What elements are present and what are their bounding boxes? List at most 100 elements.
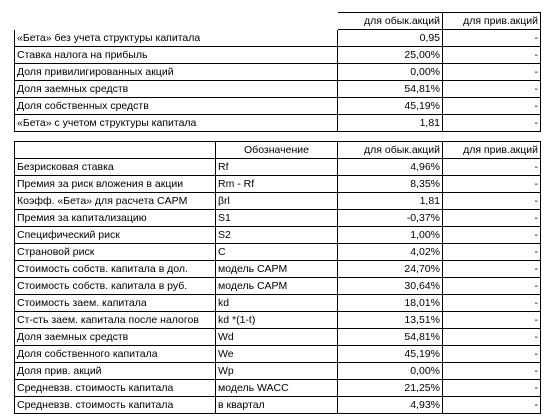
header-preferred[interactable]: для прив.акций — [442, 141, 541, 159]
table-row: Страновой риск C 4,02% - — [14, 243, 541, 261]
value-preferred[interactable]: - — [442, 80, 541, 98]
row-symbol[interactable]: kd *(1-t) — [215, 311, 338, 329]
header-symbol[interactable]: Обозначение — [215, 141, 338, 159]
row-symbol[interactable]: в квартал — [215, 396, 338, 414]
row-label[interactable]: Стоимость собств. капитала в руб. — [14, 277, 216, 295]
row-label[interactable]: Ст-сть заем. капитала после налогов — [14, 311, 216, 329]
row-label[interactable]: Безрисковая ставка — [14, 158, 216, 176]
table-row: Доля привилигированных акций 0,00% - — [14, 63, 541, 81]
table-row: Премия за риск вложения в акции Rm - Rf 8,… — [14, 175, 541, 193]
row-symbol[interactable]: S2 — [215, 226, 338, 244]
value-ordinary[interactable]: 45,19% — [337, 345, 443, 363]
value-ordinary[interactable]: 1,00% — [337, 226, 443, 244]
row-symbol[interactable]: Rf — [215, 158, 338, 176]
value-ordinary[interactable]: 0,00% — [337, 63, 443, 81]
value-ordinary[interactable]: 54,81% — [337, 80, 443, 98]
table-row: Доля заемных средств Wd 54,81% - — [14, 328, 541, 346]
value-preferred[interactable]: - — [442, 396, 541, 414]
row-label[interactable]: Доля заемных средств — [14, 328, 216, 346]
row-symbol[interactable]: Wp — [215, 362, 338, 380]
row-label[interactable]: Доля собственного капитала — [14, 345, 216, 363]
table-row: Специфический риск S2 1,00% - — [14, 226, 541, 244]
value-preferred[interactable]: - — [442, 260, 541, 278]
value-preferred[interactable]: - — [442, 192, 541, 210]
value-preferred[interactable]: - — [442, 29, 541, 47]
value-ordinary[interactable]: 30,64% — [337, 277, 443, 295]
row-label[interactable]: Стоимость заем. капитала — [14, 294, 216, 312]
value-preferred[interactable]: - — [442, 114, 541, 132]
header-ordinary[interactable]: для обык.акций — [337, 141, 443, 159]
row-label[interactable]: Премия за капитализацию — [14, 209, 216, 227]
table-row: Доля собственного капитала We 45,19% - — [14, 345, 541, 363]
value-preferred[interactable]: - — [442, 311, 541, 329]
row-label[interactable]: Коэфф. «Бета» для расчета CAPM — [14, 192, 216, 210]
row-label[interactable]: «Бета» с учетом структуры капитала — [14, 114, 338, 132]
row-label[interactable]: Премия за риск вложения в акции — [14, 175, 216, 193]
header-cell[interactable] — [14, 141, 216, 159]
value-preferred[interactable]: - — [442, 294, 541, 312]
value-ordinary[interactable]: 8,35% — [337, 175, 443, 193]
value-ordinary[interactable]: 1,81 — [337, 114, 443, 132]
value-preferred[interactable]: - — [442, 328, 541, 346]
value-preferred[interactable]: - — [442, 226, 541, 244]
value-preferred[interactable]: - — [442, 63, 541, 81]
row-symbol[interactable]: kd — [215, 294, 338, 312]
row-label[interactable]: Специфический риск — [14, 226, 216, 244]
row-label[interactable]: Страновой риск — [14, 243, 216, 261]
value-ordinary[interactable]: 0,00% — [337, 362, 443, 380]
row-symbol[interactable]: Rm - Rf — [215, 175, 338, 193]
value-ordinary[interactable]: 4,93% — [337, 396, 443, 414]
value-preferred[interactable]: - — [442, 379, 541, 397]
value-ordinary[interactable]: 24,70% — [337, 260, 443, 278]
value-preferred[interactable]: - — [442, 209, 541, 227]
header-cell[interactable] — [216, 13, 338, 30]
value-ordinary[interactable]: 4,96% — [337, 158, 443, 176]
value-preferred[interactable]: - — [442, 277, 541, 295]
value-ordinary[interactable]: 0,95 — [337, 29, 443, 47]
value-ordinary[interactable]: 54,81% — [337, 328, 443, 346]
row-label[interactable]: Ставка налога на прибыль — [14, 46, 338, 64]
table-row: Стоимость собств. капитала в руб. модель … — [14, 277, 541, 295]
value-preferred[interactable]: - — [442, 97, 541, 115]
row-symbol[interactable]: Wd — [215, 328, 338, 346]
row-symbol[interactable]: βrl — [215, 192, 338, 210]
value-ordinary[interactable]: 1,81 — [337, 192, 443, 210]
table-row: Безрисковая ставка Rf 4,96% - — [14, 158, 541, 176]
value-preferred[interactable]: - — [442, 243, 541, 261]
row-label[interactable]: Доля прив. акций — [14, 362, 216, 380]
table-row: Доля заемных средств 54,81% - — [14, 80, 541, 98]
value-preferred[interactable]: - — [442, 362, 541, 380]
value-ordinary[interactable]: 13,51% — [337, 311, 443, 329]
row-label[interactable]: «Бета» без учета структуры капитала — [14, 29, 338, 47]
row-label[interactable]: Доля привилигированных акций — [14, 63, 338, 81]
row-symbol[interactable]: модель WACC — [215, 379, 338, 397]
value-ordinary[interactable]: 25,00% — [337, 46, 443, 64]
row-label[interactable]: Стоимость собств. капитала в дол. — [14, 260, 216, 278]
header-preferred[interactable]: для прив.акций — [442, 12, 541, 30]
value-ordinary[interactable]: -0,37% — [337, 209, 443, 227]
value-preferred[interactable]: - — [442, 158, 541, 176]
row-label[interactable]: Средневзв. стоимость капитала — [14, 379, 216, 397]
header-cell[interactable] — [15, 13, 216, 30]
row-symbol[interactable]: S1 — [215, 209, 338, 227]
table-row: Средневзв. стоимость капитала модель WACC… — [14, 379, 541, 397]
value-ordinary[interactable]: 4,02% — [337, 243, 443, 261]
header-ordinary[interactable]: для обык.акций — [337, 12, 443, 30]
value-ordinary[interactable]: 21,25% — [337, 379, 443, 397]
value-ordinary[interactable]: 45,19% — [337, 97, 443, 115]
row-label[interactable]: Доля заемных средств — [14, 80, 338, 98]
table-row: Стоимость заем. капитала kd 18,01% - — [14, 294, 541, 312]
row-symbol[interactable]: We — [215, 345, 338, 363]
row-symbol[interactable]: C — [215, 243, 338, 261]
row-label[interactable]: Средневзв. стоимость капитала — [14, 396, 216, 414]
row-label[interactable]: Доля собственных средств — [14, 97, 338, 115]
value-preferred[interactable]: - — [442, 175, 541, 193]
value-preferred[interactable]: - — [442, 46, 541, 64]
row-symbol[interactable]: модель CAPM — [215, 277, 338, 295]
header-row: Обозначение для обык.акций для прив.акци… — [14, 141, 541, 159]
header-row: для обык.акций для прив.акций — [15, 12, 541, 30]
value-preferred[interactable]: - — [442, 345, 541, 363]
row-symbol[interactable]: модель CAPM — [215, 260, 338, 278]
value-ordinary[interactable]: 18,01% — [337, 294, 443, 312]
table-row: «Бета» с учетом структуры капитала 1,81- — [14, 114, 541, 132]
